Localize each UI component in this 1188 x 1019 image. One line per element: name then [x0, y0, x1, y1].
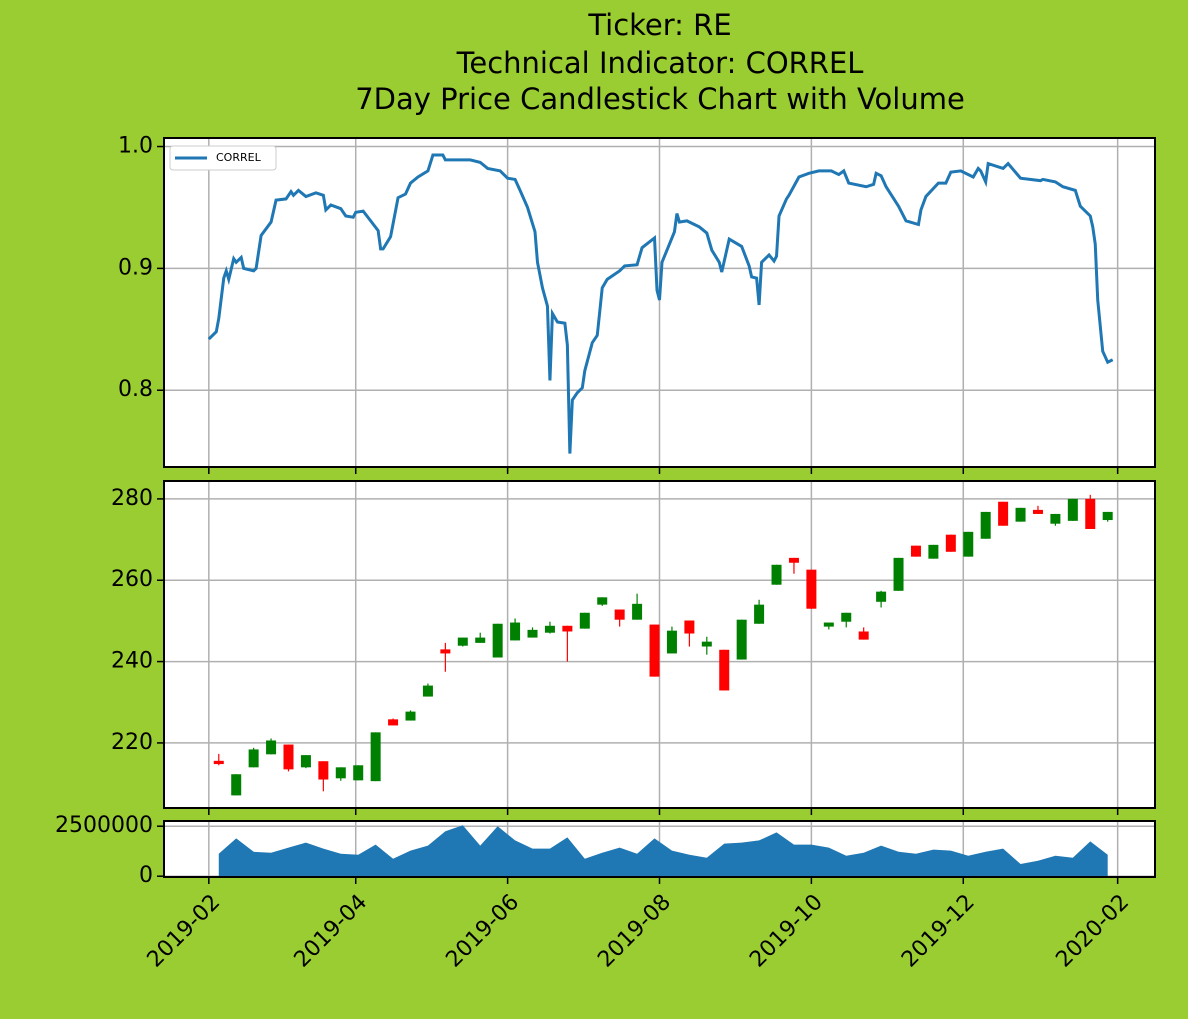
y-tick-label: 240 [111, 649, 153, 674]
legend: CORREL [169, 145, 277, 171]
candle-body [457, 637, 468, 646]
title-line: 7Day Price Candlestick Chart with Volume [355, 82, 965, 116]
y-tick-label: 220 [111, 730, 153, 755]
candle-body [1032, 509, 1043, 514]
plot-marks [207, 153, 1114, 454]
candle-body [597, 597, 608, 605]
candle-body [649, 624, 660, 677]
candle-body [684, 620, 695, 634]
candle-body [928, 544, 939, 559]
candle-body [266, 740, 277, 755]
title-line: Ticker: RE [587, 8, 731, 42]
candle-body [876, 591, 887, 602]
candle-body [788, 557, 799, 563]
y-tick-label: 2500000 [55, 813, 153, 838]
candle-body [527, 629, 538, 638]
candle-body [1050, 513, 1061, 524]
y-tick-label: 0.8 [118, 377, 153, 402]
y-tick-label: 0 [139, 863, 153, 888]
candle-body [388, 719, 399, 726]
plot-marks [213, 494, 1113, 796]
candle-body [945, 534, 956, 552]
candle-body [998, 501, 1009, 526]
candle-body [823, 622, 834, 627]
candle-body [1102, 511, 1113, 521]
candle-body [422, 685, 433, 697]
candle-body [632, 603, 643, 620]
candle-body [248, 749, 259, 768]
candle-body [544, 625, 555, 633]
candle-body [771, 564, 782, 585]
plot-frame [163, 137, 1156, 468]
y-tick-label: 260 [111, 567, 153, 592]
candle-body [980, 511, 991, 539]
candle-body [475, 637, 486, 643]
candle-body [893, 557, 904, 591]
candle-body [300, 755, 311, 768]
candle-body [1067, 498, 1078, 521]
candle-body [1085, 498, 1096, 529]
candle-body [318, 761, 329, 780]
plot-frame [163, 480, 1156, 809]
candle-body [231, 774, 242, 796]
y-tick-label: 1.0 [118, 134, 153, 159]
candle-body [963, 531, 974, 557]
volume-area [218, 825, 1108, 877]
candle-body [701, 641, 712, 647]
candle-body [579, 612, 590, 629]
title-line: Technical Indicator: CORREL [456, 46, 864, 80]
y-tick-label: 280 [111, 486, 153, 511]
candle-body [510, 622, 521, 641]
candle-body [213, 760, 224, 765]
candle-body [335, 767, 346, 779]
candle-body [1015, 507, 1026, 522]
candle-body [283, 744, 294, 770]
candle-body [736, 619, 747, 660]
candle-body [405, 711, 416, 721]
candle-body [440, 649, 451, 654]
line-series [207, 153, 1114, 454]
y-tick-label: 0.9 [118, 255, 153, 280]
candle-body [806, 569, 817, 609]
plot-frame [163, 820, 1156, 878]
candle-body [841, 612, 852, 622]
candle-body [719, 649, 730, 691]
legend-box [169, 145, 277, 171]
candle-body [858, 631, 869, 640]
candle-body [370, 732, 381, 782]
candle-body [910, 545, 921, 557]
candle-body [562, 625, 573, 632]
plot-marks [218, 825, 1108, 877]
candle-body [614, 609, 625, 620]
legend-label: CORREL [216, 151, 262, 164]
candle-body [666, 630, 677, 654]
candle-body [754, 604, 765, 624]
candle-body [353, 765, 364, 781]
candle-body [492, 623, 503, 658]
